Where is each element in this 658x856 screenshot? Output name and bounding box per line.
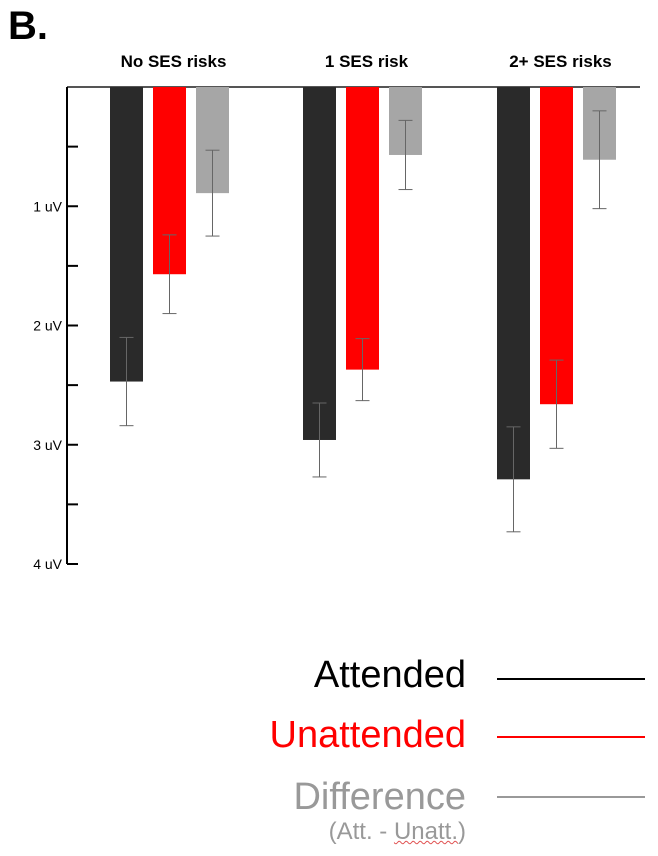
y-tick-label: 2 uV: [33, 318, 62, 334]
y-tick-label: 1 uV: [33, 198, 62, 214]
category-label: 1 SES risk: [325, 52, 409, 71]
bar-attended: [110, 87, 143, 382]
bar-attended: [497, 87, 530, 480]
category-label: 2+ SES risks: [509, 52, 612, 71]
chart-labels: 1 uV 2 uV 3 uV 4 uV No SES risks 1 SES risk 2+…: [33, 52, 612, 572]
chart-bars: [110, 87, 616, 480]
legend-sub-underlined: Unatt.: [393, 818, 458, 845]
panel-label: B.: [8, 4, 48, 48]
legend-attended-line: [497, 678, 645, 680]
legend-attended: Attended: [313, 654, 466, 696]
y-tick-label: 3 uV: [33, 437, 62, 453]
legend-sub-suffix: ): [458, 818, 466, 845]
legend-difference-line: [497, 796, 645, 798]
bar-chart: 1 uV 2 uV 3 uV 4 uV No SES risks 1 SES risk 2+…: [33, 52, 640, 572]
y-tick-label: 4 uV: [33, 556, 62, 572]
bar-unattended: [346, 87, 379, 370]
legend-sub-prefix: (Att. -: [328, 818, 394, 845]
legend-difference-subtitle: (Att. - Unatt.): [329, 818, 466, 846]
bar-unattended: [540, 87, 573, 405]
legend-difference: Difference: [293, 776, 466, 818]
category-label: No SES risks: [121, 52, 227, 71]
chart-error-bars: [119, 110, 607, 533]
bar-attended: [303, 87, 336, 440]
legend-unattended-line: [497, 736, 645, 738]
legend-unattended: Unattended: [269, 714, 467, 756]
